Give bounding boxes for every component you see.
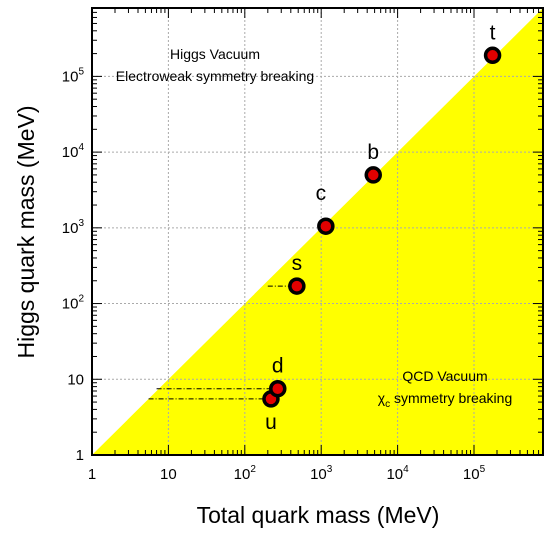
y-tick-label: 103 xyxy=(62,218,85,237)
y-axis-title: Higgs quark mass (MeV) xyxy=(13,105,39,358)
x-tick-label: 105 xyxy=(463,464,486,483)
y-tick-label: 105 xyxy=(62,66,85,85)
x-tick-label: 103 xyxy=(310,464,333,483)
x-tick-exponent: 4 xyxy=(403,464,409,475)
y-tick-label: 102 xyxy=(62,294,85,313)
quark-label-s: s xyxy=(292,252,303,275)
upper-region-label-line1: Higgs Vacuum xyxy=(170,46,260,62)
y-tick-base: 10 xyxy=(62,68,79,85)
x-tick-base: 10 xyxy=(463,466,480,483)
x-tick-label: 102 xyxy=(234,464,257,483)
data-points: u d s c b t xyxy=(262,21,502,434)
y-tick-base: 10 xyxy=(62,144,79,161)
y-tick-label: 104 xyxy=(62,142,85,161)
x-tick-exponent: 5 xyxy=(480,464,486,475)
chi-symbol: χ xyxy=(378,390,386,406)
chi-subscript: c xyxy=(385,399,390,410)
quark-label-c: c xyxy=(316,182,327,205)
y-tick-exponent: 4 xyxy=(78,142,84,153)
y-tick-label: 1 xyxy=(76,447,84,464)
quark-point-b xyxy=(364,166,382,184)
quark-label-d: d xyxy=(272,355,284,378)
y-tick-exponent: 5 xyxy=(78,66,84,77)
quark-point-s xyxy=(288,277,306,295)
quark-point-d xyxy=(269,379,287,398)
plot-frame xyxy=(91,7,544,456)
quark-label-b: b xyxy=(367,141,379,164)
lower-region-label-rest: symmetry breaking xyxy=(390,390,512,406)
quark-point-t xyxy=(483,46,502,65)
y-tick-exponent: 2 xyxy=(78,294,84,305)
x-tick-exponent: 2 xyxy=(250,464,256,475)
x-axis-title: Total quark mass (MeV) xyxy=(197,502,440,528)
y-tick-base: 1 xyxy=(76,447,84,464)
x-tick-label: 104 xyxy=(386,464,409,483)
y-tick-base: 10 xyxy=(62,220,79,237)
x-tick-base: 10 xyxy=(310,466,327,483)
x-tick-label: 10 xyxy=(160,466,177,483)
upper-region-label-line2: Electroweak symmetry breaking xyxy=(116,68,314,84)
x-tick-base: 1 xyxy=(88,466,96,483)
x-tick-label: 1 xyxy=(88,466,96,483)
qcd-region-shading xyxy=(92,8,543,455)
quark-label-t: t xyxy=(490,21,496,44)
quark-label-u: u xyxy=(265,411,277,434)
lower-region-label-line1: QCD Vacuum xyxy=(402,368,487,384)
x-tick-base: 10 xyxy=(386,466,403,483)
y-tick-exponent: 3 xyxy=(78,218,84,229)
x-tick-exponent: 3 xyxy=(327,464,333,475)
x-tick-base: 10 xyxy=(160,466,177,483)
lower-region-label-line2: χc symmetry breaking xyxy=(378,390,513,410)
y-tick-base: 10 xyxy=(67,371,84,388)
y-tick-base: 10 xyxy=(62,296,79,313)
y-tick-label: 10 xyxy=(67,371,84,388)
x-tick-base: 10 xyxy=(234,466,251,483)
quark-point-c xyxy=(317,217,335,235)
